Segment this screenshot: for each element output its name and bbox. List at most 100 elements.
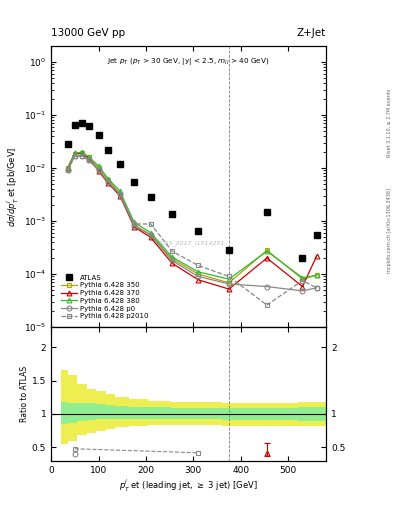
Pythia 6.428 370 xyxy=(170,260,174,266)
Y-axis label: Ratio to ATLAS: Ratio to ATLAS xyxy=(20,366,29,422)
Pythia 6.428 370 xyxy=(96,168,101,174)
Pythia 6.428 370 xyxy=(106,180,110,186)
Text: mcplots.cern.ch [arXiv:1306.3436]: mcplots.cern.ch [arXiv:1306.3436] xyxy=(387,188,391,273)
Pythia 6.428 380 xyxy=(300,275,305,281)
Pythia 6.428 p0 xyxy=(72,153,77,159)
Pythia 6.428 p2010 xyxy=(264,302,269,308)
Pythia 6.428 p2010 xyxy=(65,167,70,174)
Pythia 6.428 370 xyxy=(118,193,122,199)
ATLAS xyxy=(72,122,77,128)
Pythia 6.428 p0 xyxy=(65,167,70,174)
Pythia 6.428 350 xyxy=(106,177,110,183)
Pythia 6.428 350 xyxy=(264,247,269,253)
Text: 13000 GeV pp: 13000 GeV pp xyxy=(51,28,125,38)
Pythia 6.428 p2010 xyxy=(314,285,319,291)
Y-axis label: $d\sigma/dp_T^j$ et [pb/GeV]: $d\sigma/dp_T^j$ et [pb/GeV] xyxy=(5,146,21,227)
Pythia 6.428 370 xyxy=(314,253,319,259)
Pythia 6.428 370 xyxy=(264,255,269,261)
Pythia 6.428 p2010 xyxy=(96,167,101,173)
Legend: ATLAS, Pythia 6.428 350, Pythia 6.428 370, Pythia 6.428 380, Pythia 6.428 p0, Py: ATLAS, Pythia 6.428 350, Pythia 6.428 37… xyxy=(60,273,149,321)
Pythia 6.428 370 xyxy=(65,165,70,171)
Pythia 6.428 380 xyxy=(170,254,174,260)
Pythia 6.428 350 xyxy=(79,150,84,156)
Pythia 6.428 p0 xyxy=(106,179,110,185)
Pythia 6.428 380 xyxy=(72,150,77,156)
Pythia 6.428 380 xyxy=(65,165,70,171)
ATLAS xyxy=(106,147,110,153)
ATLAS xyxy=(118,161,122,167)
Pythia 6.428 p2010 xyxy=(148,221,153,227)
Line: Pythia 6.428 p2010: Pythia 6.428 p2010 xyxy=(65,154,319,308)
ATLAS xyxy=(87,122,92,129)
Pythia 6.428 370 xyxy=(196,276,200,283)
Pythia 6.428 p2010 xyxy=(227,273,231,280)
Pythia 6.428 p0 xyxy=(264,284,269,290)
Pythia 6.428 370 xyxy=(300,284,305,290)
Pythia 6.428 380 xyxy=(118,188,122,194)
Pythia 6.428 350 xyxy=(170,255,174,262)
Text: Z+Jet: Z+Jet xyxy=(297,28,326,38)
Pythia 6.428 p0 xyxy=(227,281,231,287)
Line: Pythia 6.428 p0: Pythia 6.428 p0 xyxy=(65,154,319,293)
Pythia 6.428 p0 xyxy=(96,167,101,173)
Pythia 6.428 350 xyxy=(148,232,153,238)
Pythia 6.428 p2010 xyxy=(196,262,200,268)
Pythia 6.428 p0 xyxy=(148,232,153,238)
Pythia 6.428 380 xyxy=(314,272,319,279)
Text: Jet $p_T$ ($p_T$ > 30 GeV, |y| < 2.5, $m_{ll}$ > 40 GeV): Jet $p_T$ ($p_T$ > 30 GeV, |y| < 2.5, $m… xyxy=(107,56,270,67)
Pythia 6.428 350 xyxy=(72,152,77,158)
Pythia 6.428 380 xyxy=(87,154,92,160)
Line: Pythia 6.428 350: Pythia 6.428 350 xyxy=(65,151,319,285)
Pythia 6.428 380 xyxy=(196,269,200,275)
Pythia 6.428 350 xyxy=(300,276,305,282)
Pythia 6.428 p2010 xyxy=(300,278,305,284)
Pythia 6.428 370 xyxy=(79,150,84,156)
Pythia 6.428 p0 xyxy=(118,191,122,197)
Pythia 6.428 350 xyxy=(96,165,101,171)
ATLAS xyxy=(148,194,153,200)
Line: Pythia 6.428 370: Pythia 6.428 370 xyxy=(65,151,319,291)
Pythia 6.428 380 xyxy=(96,163,101,169)
Pythia 6.428 370 xyxy=(148,234,153,241)
Pythia 6.428 370 xyxy=(87,156,92,162)
Pythia 6.428 370 xyxy=(227,286,231,292)
Line: ATLAS: ATLAS xyxy=(64,120,320,261)
Pythia 6.428 350 xyxy=(227,280,231,286)
ATLAS xyxy=(227,247,231,253)
Pythia 6.428 p0 xyxy=(79,153,84,159)
Pythia 6.428 350 xyxy=(65,165,70,171)
Pythia 6.428 350 xyxy=(118,190,122,197)
ATLAS xyxy=(264,208,269,215)
Pythia 6.428 p0 xyxy=(314,285,319,291)
Pythia 6.428 p2010 xyxy=(170,248,174,254)
Pythia 6.428 p0 xyxy=(87,157,92,163)
Pythia 6.428 p0 xyxy=(300,288,305,294)
Pythia 6.428 p2010 xyxy=(118,191,122,197)
ATLAS xyxy=(65,141,70,147)
Pythia 6.428 p0 xyxy=(132,223,136,229)
ATLAS xyxy=(132,179,136,185)
Pythia 6.428 p2010 xyxy=(106,179,110,185)
X-axis label: $p_T^j$ et (leading jet, $\geq$ 3 jet) [GeV]: $p_T^j$ et (leading jet, $\geq$ 3 jet) [… xyxy=(119,477,258,494)
Text: Rivet 3.1.10, ≥ 2.7M events: Rivet 3.1.10, ≥ 2.7M events xyxy=(387,89,391,157)
Pythia 6.428 p2010 xyxy=(87,157,92,163)
Text: ATLAS_2017_I1514251: ATLAS_2017_I1514251 xyxy=(153,240,224,246)
Pythia 6.428 380 xyxy=(79,149,84,155)
ATLAS xyxy=(170,211,174,217)
Pythia 6.428 350 xyxy=(87,154,92,160)
Pythia 6.428 p2010 xyxy=(72,153,77,159)
ATLAS xyxy=(314,232,319,238)
Pythia 6.428 370 xyxy=(132,224,136,230)
Pythia 6.428 350 xyxy=(132,222,136,228)
Pythia 6.428 p2010 xyxy=(79,153,84,159)
ATLAS xyxy=(300,255,305,261)
Pythia 6.428 350 xyxy=(314,272,319,279)
Pythia 6.428 380 xyxy=(106,176,110,182)
Pythia 6.428 380 xyxy=(227,276,231,282)
Pythia 6.428 p0 xyxy=(196,273,200,280)
Pythia 6.428 370 xyxy=(72,150,77,156)
Pythia 6.428 380 xyxy=(132,219,136,225)
ATLAS xyxy=(96,132,101,138)
ATLAS xyxy=(196,228,200,234)
Pythia 6.428 380 xyxy=(148,230,153,236)
